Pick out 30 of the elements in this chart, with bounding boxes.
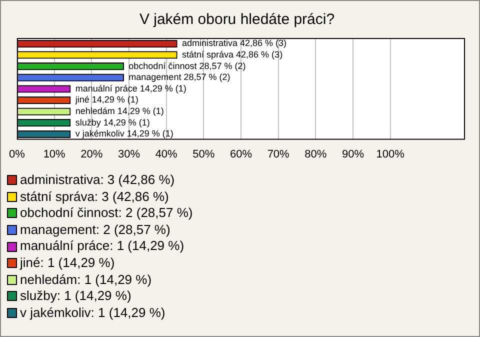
- text: služby: 1 (14,29 %): [20, 288, 132, 305]
- text: nehledám: 1 (14,29 %): [20, 272, 152, 288]
- text: administrativa: 3 (42,86 %): [20, 172, 175, 189]
- x-tick-label: 100%: [376, 148, 405, 160]
- x-tick-label: 30%: [118, 148, 140, 160]
- x-tick-label: 90%: [342, 148, 364, 160]
- category-label: management 28,57 % (2): [128, 72, 230, 82]
- category-label: obchodní činnost 28,57 % (2): [128, 60, 246, 71]
- x-tick-label: 70%: [267, 148, 290, 160]
- text: manuální práce: 1 (14,29 %): [20, 238, 184, 255]
- text: státní správa: 3 (42,86 %): [20, 188, 169, 206]
- x-tick-label: 80%: [304, 148, 327, 160]
- category-label: manuální práce 14,29 % (1): [75, 83, 186, 94]
- category-label: nehledám 14,29 % (1): [75, 106, 164, 116]
- chart-title: V jakém oboru hledáte práci?: [139, 11, 335, 28]
- category-label: služby 14,29 % (1): [75, 117, 150, 128]
- text: v jakémkoliv: 1 (14,29 %): [20, 304, 166, 322]
- category-label: státní správa 42,86 % (3): [182, 49, 283, 60]
- text: obchodní činnost: 2 (28,57 %): [20, 205, 193, 222]
- category-label: jiné 14,29 % (1): [75, 94, 138, 105]
- text: management: 2 (28,57 %): [20, 222, 170, 238]
- text: jiné: 1 (14,29 %): [20, 254, 115, 272]
- x-tick-label: 40%: [155, 148, 178, 160]
- x-tick-label: 50%: [192, 148, 215, 160]
- x-tick-label: 20%: [80, 148, 103, 160]
- category-label: administrativa 42,86 % (3): [182, 38, 287, 48]
- category-label: v jakémkoliv 14,29 % (1): [75, 128, 174, 139]
- x-tick-label: 10%: [43, 148, 66, 160]
- x-tick-label: 60%: [230, 148, 252, 160]
- x-tick-label: 0%: [9, 148, 26, 160]
